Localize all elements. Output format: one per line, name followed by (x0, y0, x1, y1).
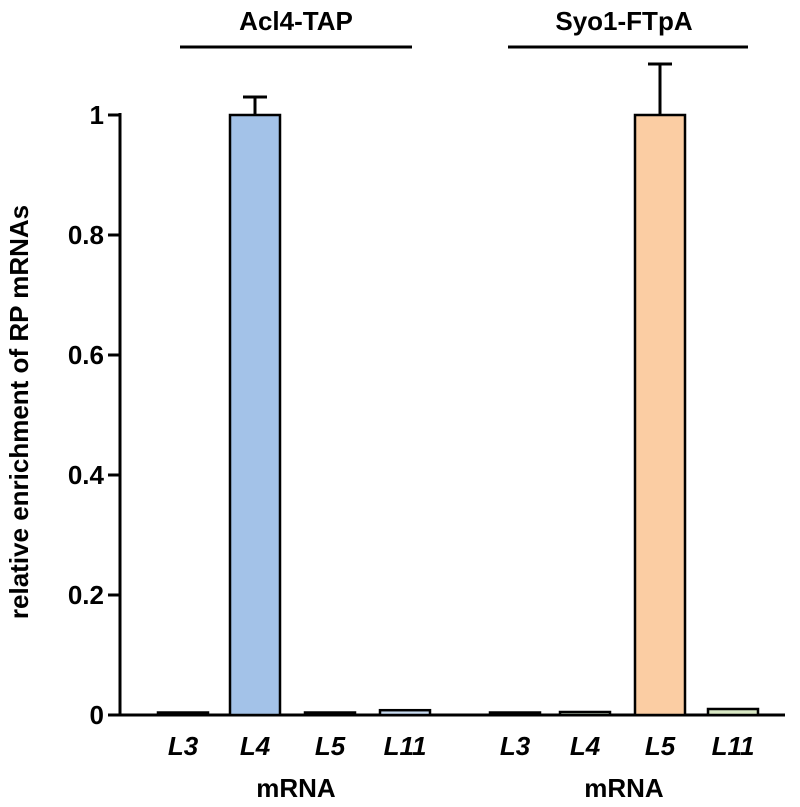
x-axis-label: mRNA (584, 773, 664, 803)
y-tick-label: 0.4 (68, 460, 105, 490)
bar (488, 711, 542, 717)
y-axis-label: relative enrichment of RP mRNAs (4, 205, 34, 619)
category-label: L4 (240, 731, 271, 761)
category-label: L3 (168, 731, 199, 761)
y-tick-label: 0.2 (68, 580, 104, 610)
error-bar (648, 62, 672, 115)
category-label: L5 (315, 731, 346, 761)
category-label: L4 (570, 731, 601, 761)
y-tick-label: 1 (90, 100, 104, 130)
y-tick-label: 0.8 (68, 220, 104, 250)
category-label: L3 (500, 731, 531, 761)
bar (706, 707, 760, 717)
bar (156, 711, 210, 717)
category-label: L11 (712, 731, 755, 761)
error-bar (243, 95, 267, 115)
bar (633, 113, 687, 717)
bar (303, 711, 357, 717)
y-tick-label: 0.6 (68, 340, 104, 370)
bar (228, 113, 282, 717)
x-axis-label: mRNA (256, 773, 336, 803)
group-label: Acl4-TAP (239, 6, 353, 36)
group-label: Syo1-FTpA (555, 6, 692, 36)
category-label: L11 (384, 731, 427, 761)
category-label: L5 (645, 731, 676, 761)
y-tick-label: 0 (90, 700, 104, 730)
bar (378, 708, 432, 717)
bar (558, 710, 612, 717)
